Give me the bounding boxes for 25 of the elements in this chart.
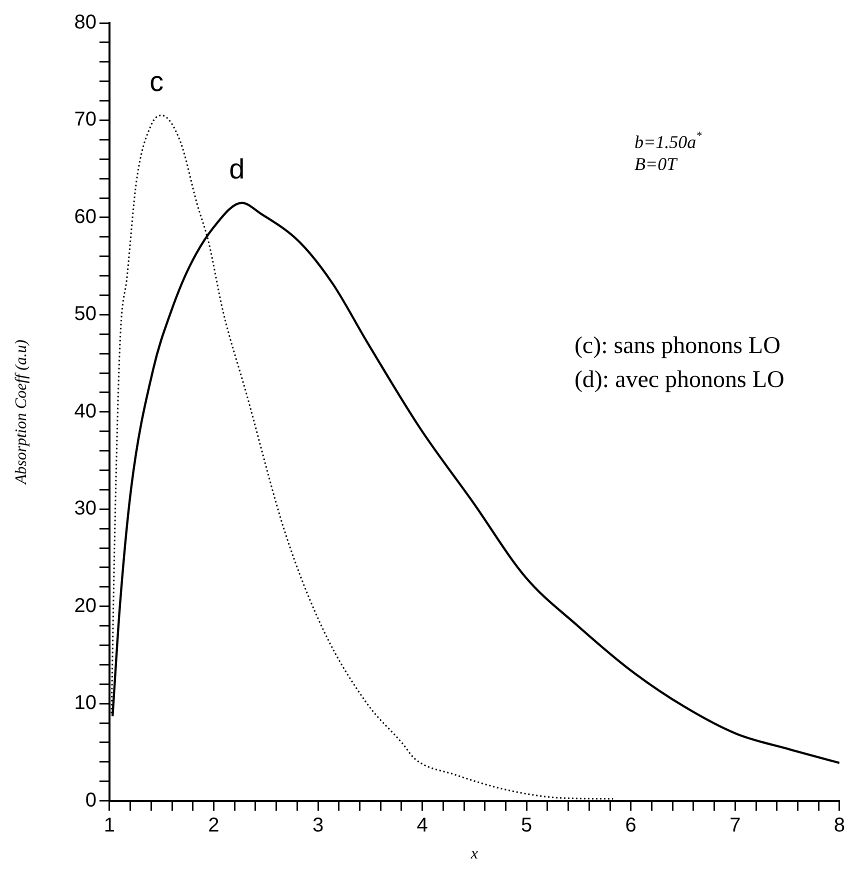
y-tick-label: 40 — [74, 400, 96, 422]
x-tick-label: 4 — [416, 814, 428, 836]
y-tick-label: 30 — [74, 498, 96, 520]
x-tick-label: 5 — [521, 814, 532, 836]
y-tick-label: 70 — [74, 108, 96, 131]
y-tick-label: 60 — [74, 206, 96, 228]
annotation: B=0T — [634, 154, 679, 174]
x-tick-label: 1 — [104, 814, 116, 836]
y-axis-title: Absorption Coeff (a.u) — [12, 340, 30, 486]
annotation: (d): avec phonons LO — [574, 367, 784, 393]
x-tick-label: 3 — [312, 814, 324, 836]
x-axis-title: x — [470, 846, 478, 863]
y-tick-label: 0 — [85, 789, 96, 812]
y-tick-label: 20 — [74, 594, 96, 617]
series-label: c — [150, 66, 164, 98]
series-label: d — [229, 154, 245, 185]
y-tick-label: 80 — [74, 12, 96, 34]
x-tick-label: 2 — [208, 814, 220, 836]
annotation: b=1.50a* — [634, 130, 702, 152]
y-tick-label: 10 — [74, 692, 96, 714]
annotation: (c): sans phonons LO — [574, 333, 780, 359]
x-tick-label: 8 — [834, 814, 845, 836]
y-tick-label: 50 — [74, 303, 96, 326]
x-tick-label: 6 — [625, 814, 636, 836]
x-tick-label: 7 — [730, 814, 741, 836]
